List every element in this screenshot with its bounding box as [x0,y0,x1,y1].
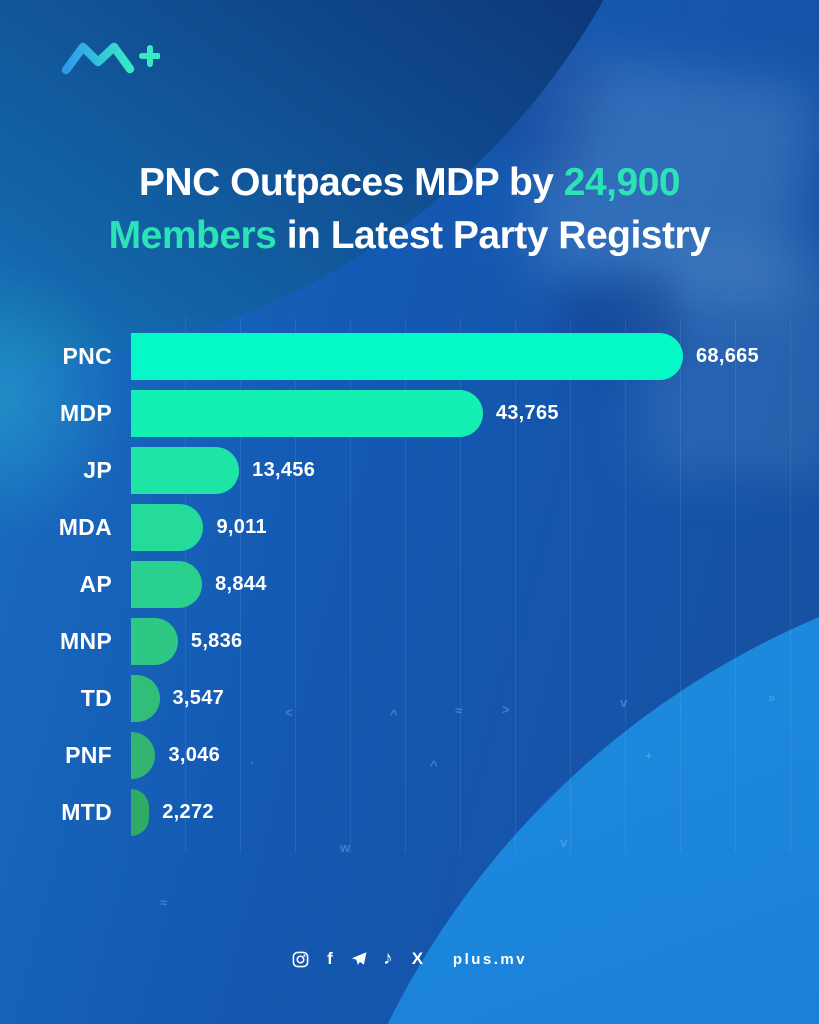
bar-value: 68,665 [696,345,759,367]
bar-row: MDA 9,011 [0,504,819,551]
bar [131,732,156,779]
pattern-glyph: v [620,695,628,710]
bar [131,390,483,437]
bar [131,447,240,494]
bar-value: 8,844 [215,573,267,595]
bar-value: 43,765 [495,402,559,424]
pattern-glyph: < [285,705,293,720]
instagram-icon[interactable] [292,950,310,968]
bar [131,675,160,722]
bar-track: 2,272 [131,789,819,836]
bar-row: MTD 2,272 [0,789,819,836]
bar-track: 5,836 [131,618,819,665]
bar-value: 13,456 [252,459,316,481]
pattern-glyph: ≈ [160,895,168,910]
title-accent-number: 24,900 [563,161,681,204]
bar-row: TD 3,547 [0,675,819,722]
pattern-glyph: v [560,835,568,850]
footer: f ♪ X plus.mv [0,948,819,969]
bar [131,561,203,608]
x-icon[interactable]: X [411,949,423,968]
site-link[interactable]: plus.mv [452,950,528,968]
title-accent-word: Members [108,214,277,257]
bar-value: 5,836 [190,630,243,652]
bar-track: 68,665 [131,333,819,380]
bar [131,333,683,380]
bar [131,618,178,665]
page-title: PNC Outpaces MDP by 24,900 Members in La… [0,156,819,262]
bar-track: 8,844 [131,561,819,608]
plus-mark [139,45,160,67]
facebook-icon[interactable]: f [327,949,333,968]
bar-row: AP 8,844 [0,561,819,608]
title-line-2: Members in Latest Party Registry [0,209,819,262]
bar-value: 3,547 [172,687,225,709]
bar-label: PNF [65,742,112,768]
bar-row: MNP 5,836 [0,618,819,665]
bar-track: 3,046 [131,732,819,779]
bar-track: 13,456 [131,447,819,494]
pattern-glyph: w [340,840,351,855]
bar-value: 9,011 [216,516,267,538]
title-line-1: PNC Outpaces MDP by 24,900 [0,156,819,209]
mv-plus-logo [61,42,160,75]
bar-row: PNF 3,046 [0,732,819,779]
telegram-icon[interactable] [350,950,368,968]
pattern-glyph: ^ [430,758,438,773]
bar-row: MDP 43,765 [0,390,819,437]
bar [131,504,204,551]
bar-row: JP 13,456 [0,447,819,494]
bar-label: JP [83,457,112,483]
bar-label: PNC [62,343,112,369]
pattern-glyph: · [250,755,255,770]
bar-label: MDA [58,514,112,540]
bar-track: 3,547 [131,675,819,722]
bar-value: 2,272 [162,801,214,823]
bar-track: 9,011 [131,504,819,551]
bar-value: 3,046 [168,744,221,766]
pattern-glyph: + [645,748,653,763]
bar [131,789,150,836]
zigzag-mark [61,42,135,75]
bar-label: TD [80,685,112,711]
pattern-glyph: ^ [390,707,398,722]
tiktok-icon[interactable]: ♪ [383,948,393,969]
pattern-glyph: > [502,702,510,717]
bar-track: 43,765 [131,390,819,437]
pattern-glyph: » [768,690,776,705]
pattern-glyph: ≈ [455,703,463,718]
bar-row: PNC 68,665 [0,333,819,380]
bar-label: AP [79,571,112,597]
bar-label: MNP [59,628,112,654]
bar-chart: PNC 68,665 MDP 43,765 JP 13,456 MDA 9,011 AP 8,84… [0,333,819,846]
bar-label: MDP [59,400,112,426]
bar-label: MTD [61,799,112,825]
title-text: PNC Outpaces MDP by [138,161,564,204]
title-text: in Latest Party Registry [276,214,711,257]
